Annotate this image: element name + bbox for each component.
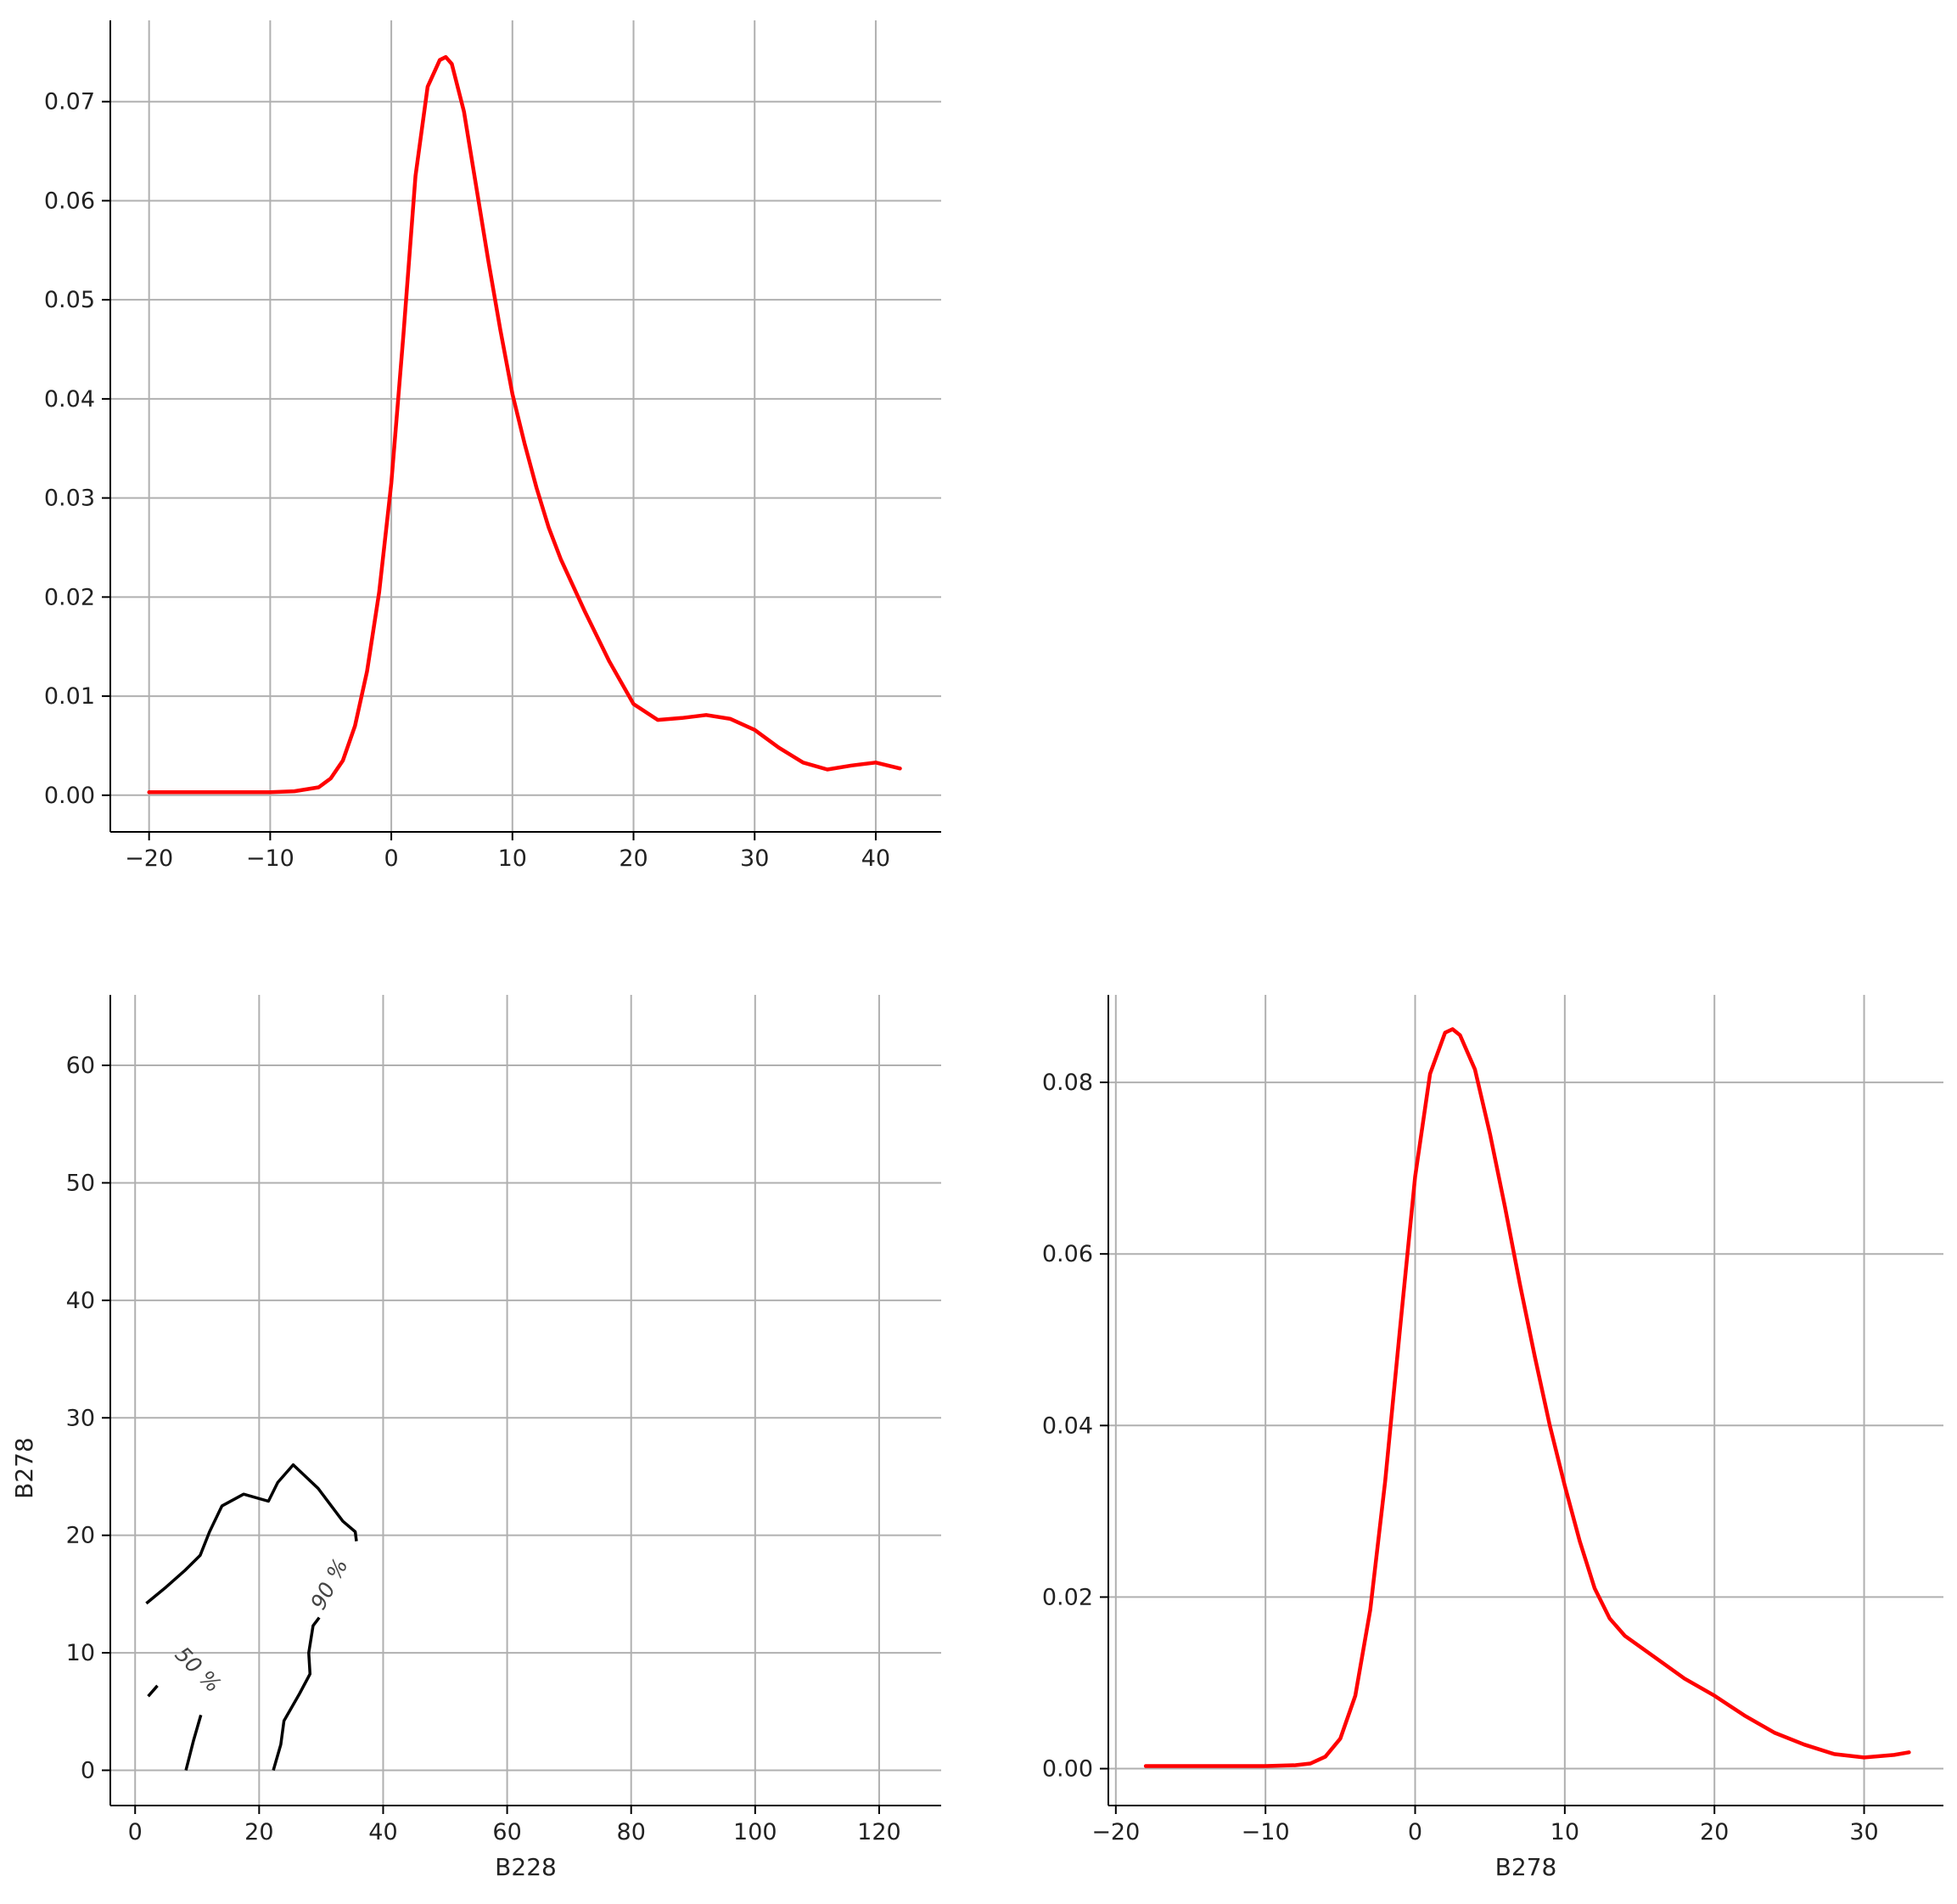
y-tick-label: 20 [66,1523,95,1549]
x-tick-label: 60 [492,1819,521,1845]
y-tick-label: 0.06 [44,188,95,214]
density-line [147,54,902,795]
y-tick-label: 0.04 [1042,1413,1093,1439]
y-tick-label: 0.00 [44,783,95,809]
y-tick-label: 0.00 [1042,1756,1093,1783]
x-tick-label: 20 [244,1819,273,1845]
y-tick-label: 0.04 [44,386,95,413]
density-line [1143,1027,1911,1768]
x-tick-label: −20 [1091,1819,1140,1845]
x-axis-label: B228 [495,1853,557,1881]
y-tick-label: 10 [66,1640,95,1666]
x-tick-label: −10 [246,845,294,872]
kde-plot-bottom-right: −20 −10 0 10 20 30 0.00 0.02 0.04 0.06 0.08 B278 [1042,995,1943,1881]
y-tick-label: 0.06 [1042,1241,1093,1267]
x-tick-label: −20 [125,845,173,872]
x-tick-label: 0 [1408,1819,1422,1845]
x-tick-label: 40 [861,845,890,872]
y-tick-label: 0.03 [44,486,95,512]
contour-line [184,1714,203,1771]
y-tick-label: 0.08 [1042,1070,1093,1096]
contour-line [272,1616,321,1771]
y-tick-label: 0 [81,1757,95,1783]
x-tick-label: 80 [617,1819,646,1845]
y-axis-label: B278 [10,1437,38,1499]
contour-line [147,1684,159,1698]
y-tick-label: 60 [66,1053,95,1079]
y-tick-label: 0.02 [1042,1584,1093,1610]
x-tick-label: 120 [857,1819,901,1845]
contour-plot-bottom-left: 90 % 50 % 0 20 40 60 80 100 120 0 10 20 30 40 50 60 B228… [10,995,941,1881]
x-tick-label: 30 [740,845,769,872]
x-tick-label: −10 [1242,1819,1290,1845]
x-tick-label: 10 [498,845,527,872]
x-tick-label: 10 [1550,1819,1579,1845]
y-tick-label: 0.07 [44,89,95,115]
x-tick-label: 0 [128,1819,143,1845]
y-tick-label: 50 [66,1170,95,1196]
x-tick-label: 30 [1849,1819,1878,1845]
x-tick-label: 20 [1700,1819,1729,1845]
x-tick-label: 40 [368,1819,397,1845]
kde-plot-top-left: −20 −10 0 10 20 30 40 0.00 0.01 0.02 0.03 0.04 0.05 0… [44,20,941,872]
x-tick-label: 100 [733,1819,777,1845]
y-tick-label: 40 [66,1288,95,1314]
y-tick-label: 0.02 [44,584,95,610]
x-tick-label: 0 [384,845,398,872]
contour-line [145,1463,358,1605]
y-tick-label: 0.01 [44,683,95,710]
contour-label: 50 % [171,1642,226,1697]
y-tick-label: 0.05 [44,287,95,313]
y-tick-label: 30 [66,1405,95,1431]
x-tick-label: 20 [619,845,648,872]
contour-label: 90 % [306,1554,352,1614]
x-axis-label: B278 [1495,1853,1557,1881]
